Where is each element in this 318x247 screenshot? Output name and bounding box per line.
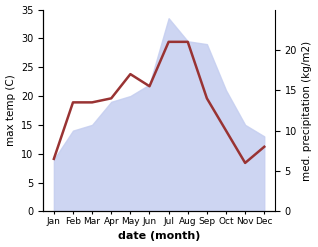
Y-axis label: med. precipitation (kg/m2): med. precipitation (kg/m2)	[302, 40, 313, 181]
X-axis label: date (month): date (month)	[118, 231, 200, 242]
Y-axis label: max temp (C): max temp (C)	[5, 75, 16, 146]
